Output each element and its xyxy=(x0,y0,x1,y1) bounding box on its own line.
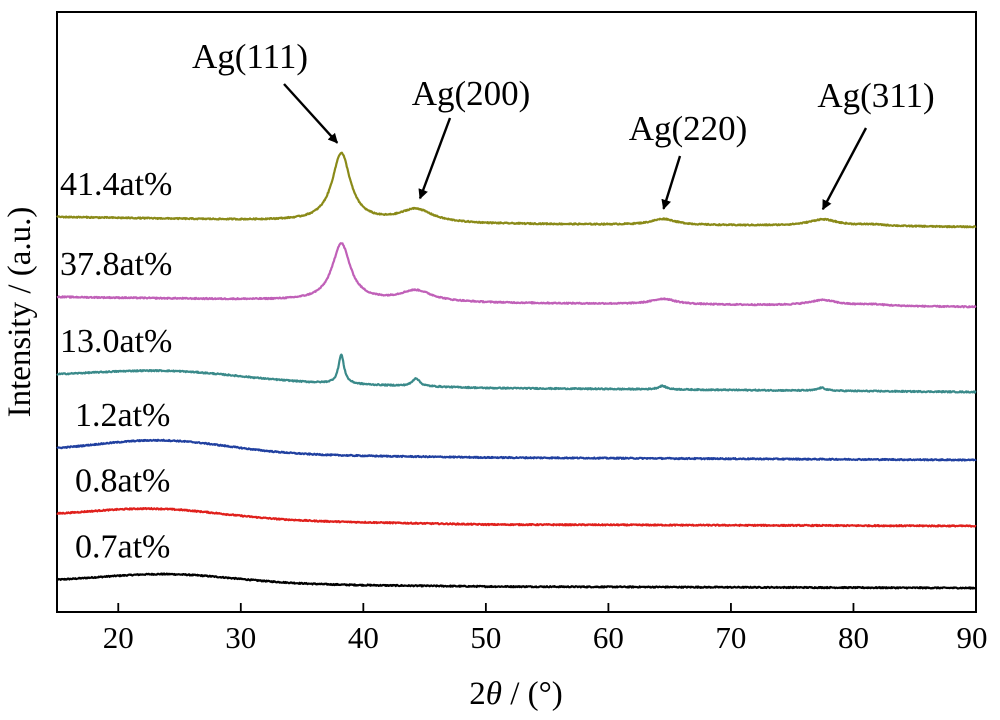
x-axis-ticks: 20 30 40 50 60 70 80 90 xyxy=(103,603,988,655)
annotation-label: Ag(311) xyxy=(817,76,934,115)
plot-area-frame xyxy=(56,11,977,613)
series-line-1.2at% xyxy=(56,438,977,462)
series-line-41.4at% xyxy=(56,151,977,229)
series-label: 0.7at% xyxy=(75,529,170,566)
x-axis-title-symbol: θ xyxy=(486,676,502,712)
annotation-label: Ag(111) xyxy=(192,37,308,76)
series-line-13.0at% xyxy=(56,353,977,394)
x-axis-title-suffix: / (°) xyxy=(502,676,563,712)
x-tick-label: 60 xyxy=(593,620,624,655)
annotation-label: Ag(220) xyxy=(629,109,748,148)
annotation-arrow xyxy=(661,155,682,210)
y-axis-title: Intensity / (a.u.) xyxy=(2,207,38,418)
x-axis-title-prefix: 2 xyxy=(469,676,486,712)
annotation-arrow xyxy=(418,117,452,200)
series-labels: 0.7at% 0.8at% 1.2at% 13.0at% 37.8at% 41.4at% xyxy=(60,166,172,566)
annotation-arrow xyxy=(283,83,339,144)
series-line-37.8at% xyxy=(56,242,977,309)
x-tick-label: 80 xyxy=(838,620,869,655)
x-axis-title: 2θ / (°) xyxy=(469,676,563,712)
annotation-arrow xyxy=(821,127,868,211)
series-label: 0.8at% xyxy=(75,463,170,500)
x-tick-label: 20 xyxy=(103,620,134,655)
series-line-0.8at% xyxy=(56,507,977,528)
series-label: 1.2at% xyxy=(75,397,170,434)
x-tick-label: 90 xyxy=(957,620,988,655)
series-label: 13.0at% xyxy=(60,323,172,360)
series-line-0.7at% xyxy=(56,572,977,590)
annotation-label: Ag(200) xyxy=(412,74,531,113)
series-label: 37.8at% xyxy=(60,246,172,283)
x-tick-label: 30 xyxy=(225,620,256,655)
peak-annotations: Ag(111) Ag(200) Ag(220) Ag(311) xyxy=(192,37,935,211)
x-tick-label: 50 xyxy=(470,620,501,655)
x-tick-label: 70 xyxy=(715,620,746,655)
x-tick-label: 40 xyxy=(348,620,379,655)
series-label: 41.4at% xyxy=(60,166,172,203)
series-group xyxy=(56,151,977,590)
